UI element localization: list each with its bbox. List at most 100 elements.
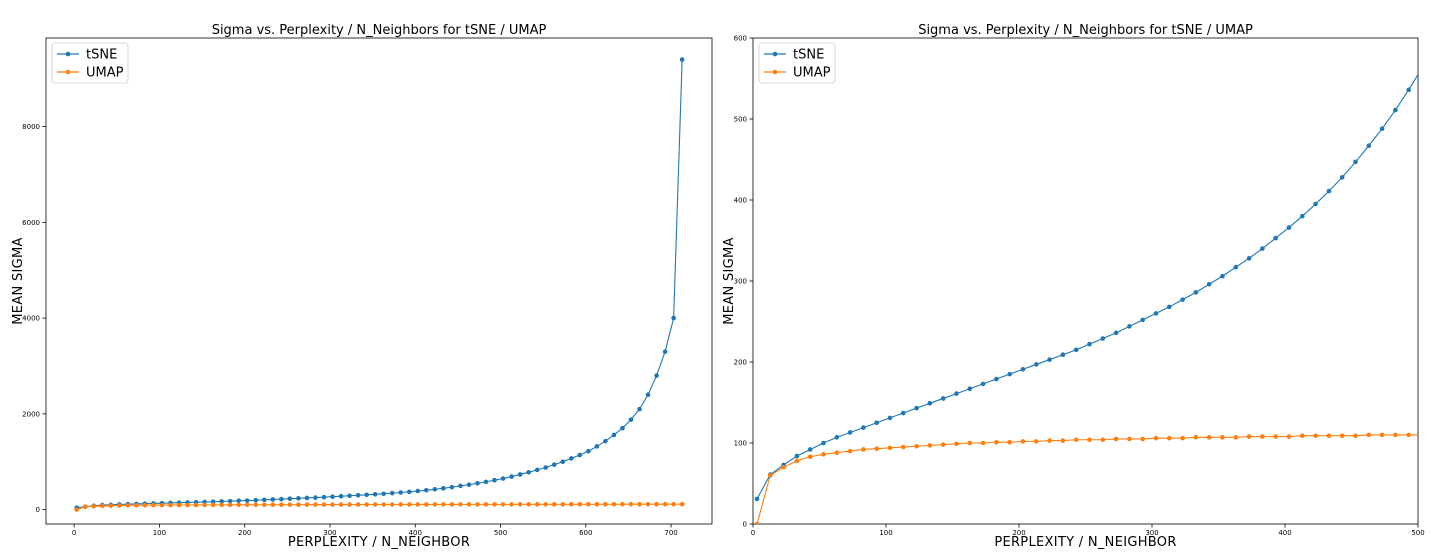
chart-right-umap-point	[1273, 434, 1278, 439]
chart-left-umap-point	[611, 501, 617, 507]
chart-right: Sigma vs. Perplexity / N_Neighbors for t…	[716, 0, 1433, 556]
chart-left-tsne-point	[355, 492, 361, 498]
chart-left-tsne-line	[76, 59, 683, 509]
chart-left-tsne-point	[262, 497, 267, 503]
chart-left: Sigma vs. Perplexity / N_Neighbors for t…	[0, 0, 716, 556]
chart-right-umap-point	[1286, 434, 1292, 439]
chart-left-umap-point	[347, 502, 352, 507]
chart-right-tsne-point	[914, 405, 919, 411]
chart-right-tsne-point	[1326, 188, 1332, 194]
chart-right-tsne-point	[1299, 213, 1305, 219]
chart-left-umap-point	[176, 502, 182, 508]
chart-left-umap-point	[628, 501, 634, 507]
chart-right-tsne-point	[980, 381, 986, 387]
chart-right-umap-point	[794, 458, 800, 464]
chart-right-umap-point	[1233, 435, 1239, 440]
chart-left-xtick-label: 100	[153, 529, 166, 537]
chart-right-umap-point	[1153, 435, 1159, 441]
chart-left-umap-point	[304, 502, 310, 507]
chart-left-tsne-point	[210, 499, 216, 505]
chart-left-umap-point	[603, 501, 608, 507]
chart-left-umap-point	[577, 501, 583, 507]
chart-left-tsne-point	[244, 498, 250, 503]
chart-left-umap-point	[526, 502, 531, 507]
chart-left-umap-point	[586, 501, 591, 507]
chart-right-ytick-label: 300	[734, 278, 747, 286]
chart-right-tsne-point	[1246, 256, 1252, 261]
chart-left-umap-point	[543, 502, 549, 507]
chart-left-tsne-point	[432, 486, 438, 492]
chart-right-tsne-point	[1220, 273, 1225, 279]
chart-right-umap-point	[1100, 437, 1106, 443]
chart-right-tsne-point	[821, 440, 826, 446]
chart-left-axes-frame	[45, 37, 713, 525]
chart-left-umap-point	[313, 502, 318, 507]
chart-left-umap-point	[492, 502, 497, 507]
chart-right-umap-point	[954, 441, 959, 447]
chart-right-umap-point	[847, 448, 853, 454]
chart-left-umap-point	[509, 502, 514, 507]
chart-right-ytick-label: 100	[734, 440, 747, 448]
chart-left-tsne-point	[560, 459, 566, 465]
chart-right-tsne-point	[847, 430, 853, 435]
chart-left-umap-point	[74, 507, 79, 512]
chart-right-umap-point	[1299, 433, 1305, 439]
chart-left-umap-point	[432, 502, 438, 507]
chart-right-tsne-point	[807, 447, 813, 452]
chart-left-tsne-point	[389, 490, 395, 496]
chart-left-ytick-label: 0	[36, 506, 40, 514]
chart-right-tsne-point	[1206, 281, 1212, 287]
chart-right-umap-point	[834, 450, 840, 456]
chart-left-tsne-point	[509, 474, 514, 479]
chart-right-tsne-point	[874, 420, 879, 426]
chart-right-umap-line	[756, 434, 1418, 524]
chart-right-umap-point	[861, 447, 866, 452]
chart-left-umap-point	[296, 502, 301, 507]
chart-right-umap-point	[1379, 432, 1385, 438]
chart-left-umap-point	[415, 502, 421, 507]
chart-right-umap-point	[1166, 435, 1172, 441]
chart-left-ytick-label: 6000	[22, 219, 40, 227]
chart-left-tsne-point	[586, 448, 591, 454]
chart-right-legend-umap-marker	[772, 69, 778, 75]
chart-right-xtick-label: 200	[1012, 529, 1025, 537]
chart-right-umap-point	[1020, 439, 1026, 444]
chart-left-tsne-point	[637, 406, 642, 412]
chart-right-umap-point	[1220, 435, 1225, 440]
chart-left-tsne-point	[219, 499, 224, 504]
chart-right-tsne-point	[1366, 143, 1372, 149]
chart-right-umap-point	[927, 443, 933, 448]
chart-left-umap-point	[185, 502, 190, 508]
chart-left-tsne-point	[577, 452, 583, 458]
chart-right-tsne-point	[927, 401, 933, 406]
chart-right-tsne-point	[994, 376, 999, 382]
chart-left-umap-point	[193, 502, 199, 508]
chart-right-legend-tsne-label: tSNE	[793, 48, 824, 63]
chart-left-tsne-point	[227, 498, 233, 504]
chart-right-umap-point	[1060, 438, 1066, 443]
chart-right-svg: Sigma vs. Perplexity / N_Neighbors for t…	[722, 23, 1425, 550]
chart-left-tsne-point	[304, 495, 310, 501]
chart-left-xtick-label: 600	[579, 529, 592, 537]
chart-left-legend-umap-marker	[65, 69, 71, 75]
chart-right-umap-point	[1406, 432, 1411, 438]
chart-right-tsne-point	[1166, 304, 1172, 310]
chart-left-xtick-label: 0	[72, 529, 76, 537]
chart-left-umap-point	[364, 502, 369, 507]
chart-right-xtick-label: 0	[751, 529, 755, 537]
chart-left-tsne-point	[415, 488, 421, 494]
chart-left-umap-point	[99, 503, 105, 509]
chart-right-xtick-label: 100	[879, 529, 892, 537]
chart-left-umap-point	[244, 502, 250, 508]
chart-right-xlabel: PERPLEXITY / N_NEIGHBOR	[994, 535, 1176, 550]
chart-right-umap-point	[1127, 436, 1132, 442]
chart-right-umap-point	[1366, 432, 1372, 438]
chart-left-umap-point	[321, 502, 327, 507]
chart-right-umap-point	[1047, 438, 1052, 443]
chart-left-ytick-label: 8000	[22, 123, 40, 131]
chart-left-tsne-point	[398, 490, 404, 495]
chart-left-tsne-point	[406, 489, 412, 495]
chart-left-umap-point	[219, 502, 224, 508]
chart-right-umap-point	[887, 445, 893, 451]
chart-right-tsne-point	[1379, 126, 1385, 132]
